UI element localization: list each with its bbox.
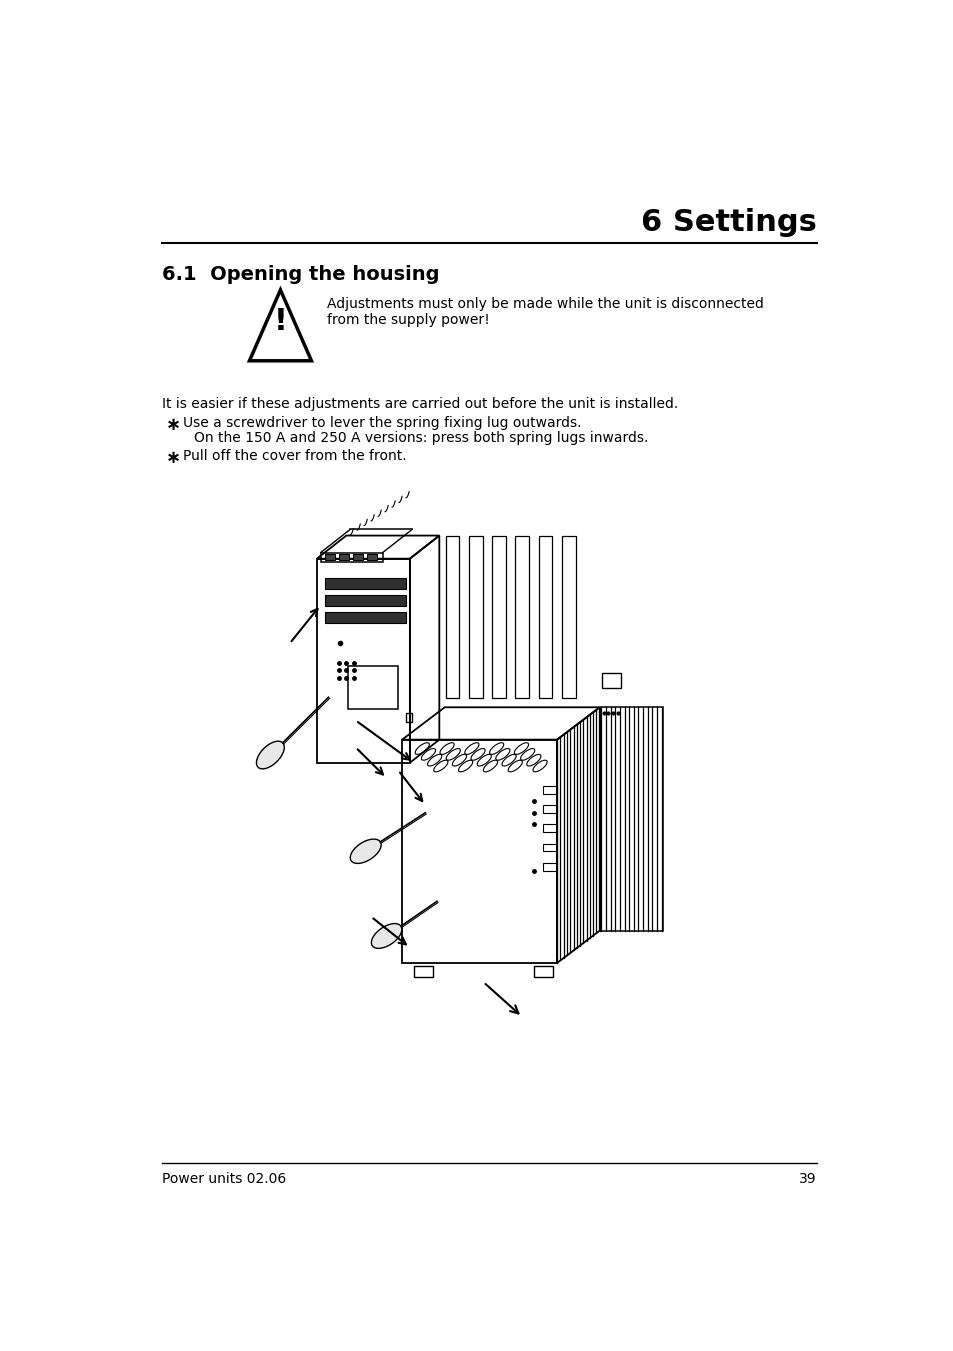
Bar <box>367 554 376 561</box>
Text: On the 150 A and 250 A versions: press both spring lugs inwards.: On the 150 A and 250 A versions: press b… <box>193 431 647 444</box>
Bar <box>601 673 620 688</box>
Text: 6.1  Opening the housing: 6.1 Opening the housing <box>162 265 439 284</box>
Bar <box>600 708 662 931</box>
Bar <box>542 824 557 832</box>
Polygon shape <box>256 742 284 769</box>
Text: 6 Settings: 6 Settings <box>640 208 816 236</box>
Text: Pull off the cover from the front.: Pull off the cover from the front. <box>183 450 406 463</box>
Bar <box>324 594 406 605</box>
Bar <box>492 535 505 698</box>
Text: 39: 39 <box>799 1171 816 1186</box>
Bar <box>324 578 406 589</box>
Bar <box>320 553 382 562</box>
Text: Power units 02.06: Power units 02.06 <box>162 1171 286 1186</box>
Bar <box>348 666 397 709</box>
Text: Use a screwdriver to lever the spring fixing lug outwards.: Use a screwdriver to lever the spring fi… <box>183 416 580 430</box>
Bar <box>324 612 406 623</box>
Bar <box>537 535 552 698</box>
Bar <box>353 554 362 561</box>
Bar <box>402 739 557 963</box>
Text: ∗: ∗ <box>166 450 181 467</box>
Bar <box>316 559 410 763</box>
Bar <box>542 786 557 793</box>
Text: Adjustments must only be made while the unit is disconnected: Adjustments must only be made while the … <box>327 297 763 311</box>
Bar <box>445 535 459 698</box>
Text: !: ! <box>274 307 287 336</box>
Text: ∗: ∗ <box>166 416 181 434</box>
Bar <box>406 713 412 721</box>
Bar <box>561 535 575 698</box>
Bar <box>414 966 433 977</box>
Polygon shape <box>371 924 401 948</box>
Bar <box>468 535 482 698</box>
Text: It is easier if these adjustments are carried out before the unit is installed.: It is easier if these adjustments are ca… <box>162 397 678 411</box>
Bar <box>534 966 553 977</box>
Polygon shape <box>350 839 380 863</box>
Bar <box>325 554 335 561</box>
Bar <box>542 805 557 813</box>
Text: from the supply power!: from the supply power! <box>327 313 489 327</box>
Bar <box>515 535 529 698</box>
Bar <box>542 843 557 851</box>
Bar <box>542 863 557 870</box>
Bar <box>339 554 348 561</box>
